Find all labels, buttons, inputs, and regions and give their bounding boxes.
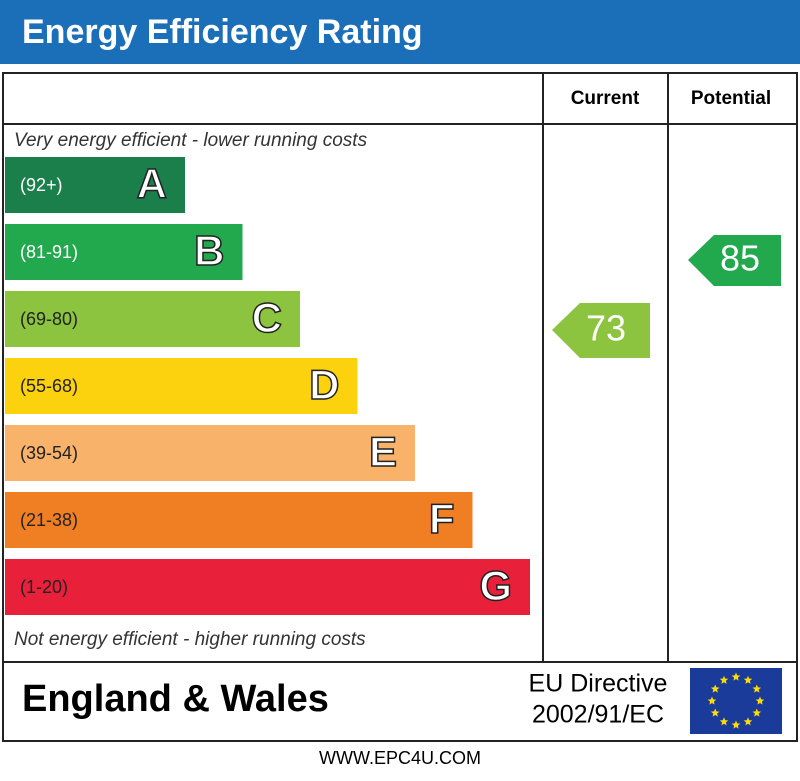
directive: 2002/91/EC bbox=[532, 701, 664, 729]
band-range: (39-54) bbox=[20, 443, 78, 463]
bottom-note: Not energy efficient - higher running co… bbox=[14, 629, 366, 650]
band-range: (55-68) bbox=[20, 376, 78, 396]
region: England & Wales bbox=[22, 678, 329, 720]
band-bar bbox=[5, 157, 185, 213]
eu-star bbox=[752, 708, 762, 717]
band-letter: E bbox=[369, 428, 397, 475]
band-letter: A bbox=[137, 160, 167, 207]
band-letter: C bbox=[252, 294, 282, 341]
directive: EU Directive bbox=[529, 670, 668, 698]
eu-star bbox=[752, 684, 762, 693]
band-bar bbox=[5, 425, 415, 481]
band-range: (92+) bbox=[20, 175, 63, 195]
title: Energy Efficiency Rating bbox=[22, 13, 423, 51]
eu-star bbox=[731, 720, 741, 729]
potential-arrow bbox=[688, 235, 781, 286]
frame bbox=[2, 72, 798, 742]
eu-star bbox=[743, 675, 753, 684]
eu-star bbox=[710, 684, 720, 693]
band-letter: G bbox=[479, 562, 512, 609]
band-bar bbox=[5, 492, 473, 548]
column-header: Potential bbox=[691, 88, 771, 109]
band-range: (21-38) bbox=[20, 510, 78, 530]
eu-star bbox=[743, 717, 753, 726]
eu-star bbox=[707, 696, 717, 705]
band-range: (1-20) bbox=[20, 577, 68, 597]
title-bar bbox=[0, 0, 800, 64]
top-note: Very energy efficient - lower running co… bbox=[14, 130, 368, 151]
eu-star bbox=[719, 717, 729, 726]
band-bar bbox=[5, 224, 243, 280]
band-letter: F bbox=[429, 495, 455, 542]
eu-star bbox=[755, 696, 765, 705]
current-arrow bbox=[552, 303, 650, 358]
eu-star bbox=[719, 675, 729, 684]
band-bar bbox=[5, 291, 300, 347]
band-range: (81-91) bbox=[20, 242, 78, 262]
column-header: Current bbox=[571, 88, 640, 109]
eu-star bbox=[710, 708, 720, 717]
potential-value: 85 bbox=[720, 238, 760, 279]
band-letter: B bbox=[194, 227, 224, 274]
band-range: (69-80) bbox=[20, 309, 78, 329]
eu-star bbox=[731, 672, 741, 681]
band-letter: D bbox=[309, 361, 339, 408]
bands: (92+) A (81-91) B (69-80) C (55-68) D (39-54) E (2… bbox=[5, 157, 530, 615]
current-value: 73 bbox=[586, 308, 626, 349]
eu-stars bbox=[707, 672, 765, 729]
url: WWW.EPC4U.COM bbox=[319, 748, 481, 768]
band-bar bbox=[5, 358, 358, 414]
band-bar bbox=[5, 559, 530, 615]
